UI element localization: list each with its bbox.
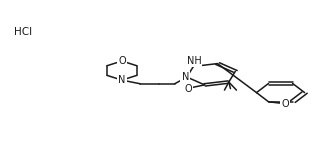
Text: HCl: HCl xyxy=(14,27,32,37)
Text: NH: NH xyxy=(187,56,201,66)
Text: N: N xyxy=(182,72,189,82)
Text: O: O xyxy=(185,84,192,94)
Text: O: O xyxy=(282,99,289,109)
Text: O: O xyxy=(118,56,126,66)
Text: N: N xyxy=(118,75,126,85)
